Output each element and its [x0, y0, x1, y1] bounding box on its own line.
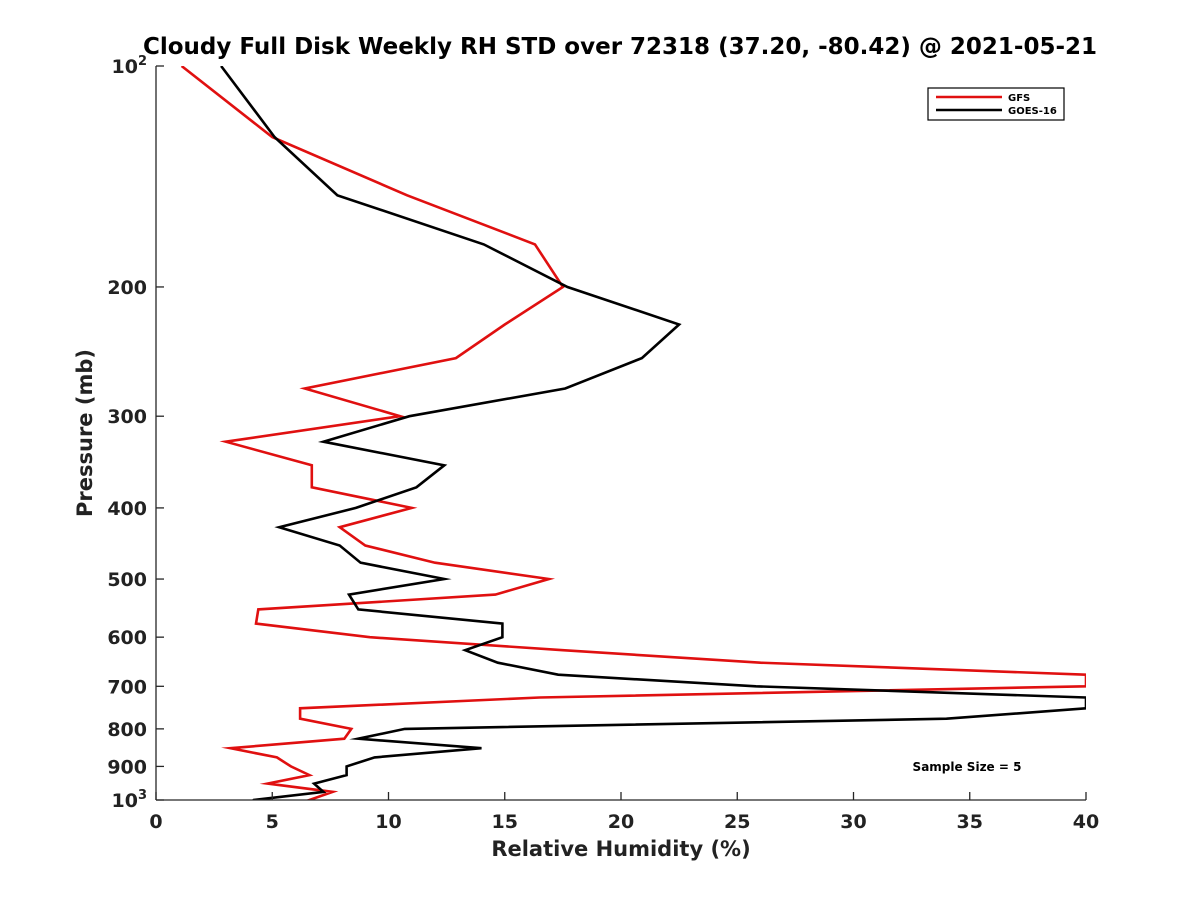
x-tick-label: 40	[1073, 811, 1099, 833]
y-tick-label: 102	[112, 54, 148, 78]
x-tick-label: 30	[840, 811, 866, 833]
y-tick-label: 800	[107, 719, 147, 741]
y-tick-label: 400	[107, 498, 147, 520]
series-line-goes-16	[220, 66, 1086, 800]
y-axis-label: Pressure (mb)	[73, 349, 97, 517]
x-tick-label: 20	[608, 811, 634, 833]
legend-box	[927, 87, 1065, 121]
y-tick-label: 103	[112, 788, 148, 812]
legend-label-goes-16: GOES-16	[1008, 106, 1057, 117]
y-tick-label: 700	[107, 676, 147, 698]
axes-layer: 0 5 10 15 20 25 30 35 40 102 200 300 400 500 600 700 800…	[107, 54, 1099, 833]
x-tick-label: 0	[149, 811, 162, 833]
x-tick-label: 10	[375, 811, 401, 833]
x-tick-label: 5	[266, 811, 279, 833]
sample-size-annotation: Sample Size = 5	[913, 760, 1022, 774]
y-tick-label: 500	[107, 569, 147, 591]
y-tick-label: 200	[107, 277, 147, 299]
chart-title: Cloudy Full Disk Weekly RH STD over 7231…	[143, 34, 1097, 60]
y-tick-label: 600	[107, 627, 147, 649]
y-tick-label: 300	[107, 406, 147, 428]
x-axis-label: Relative Humidity (%)	[491, 837, 750, 861]
series-layer	[180, 66, 1086, 800]
x-tick-label: 25	[724, 811, 750, 833]
series-line-gfs	[180, 66, 1086, 800]
legend-label-gfs: GFS	[1008, 93, 1030, 104]
x-tick-label: 15	[492, 811, 518, 833]
x-tick-label: 35	[957, 811, 983, 833]
y-tick-label: 900	[107, 756, 147, 778]
legend: GFS GOES-16	[927, 87, 1065, 121]
